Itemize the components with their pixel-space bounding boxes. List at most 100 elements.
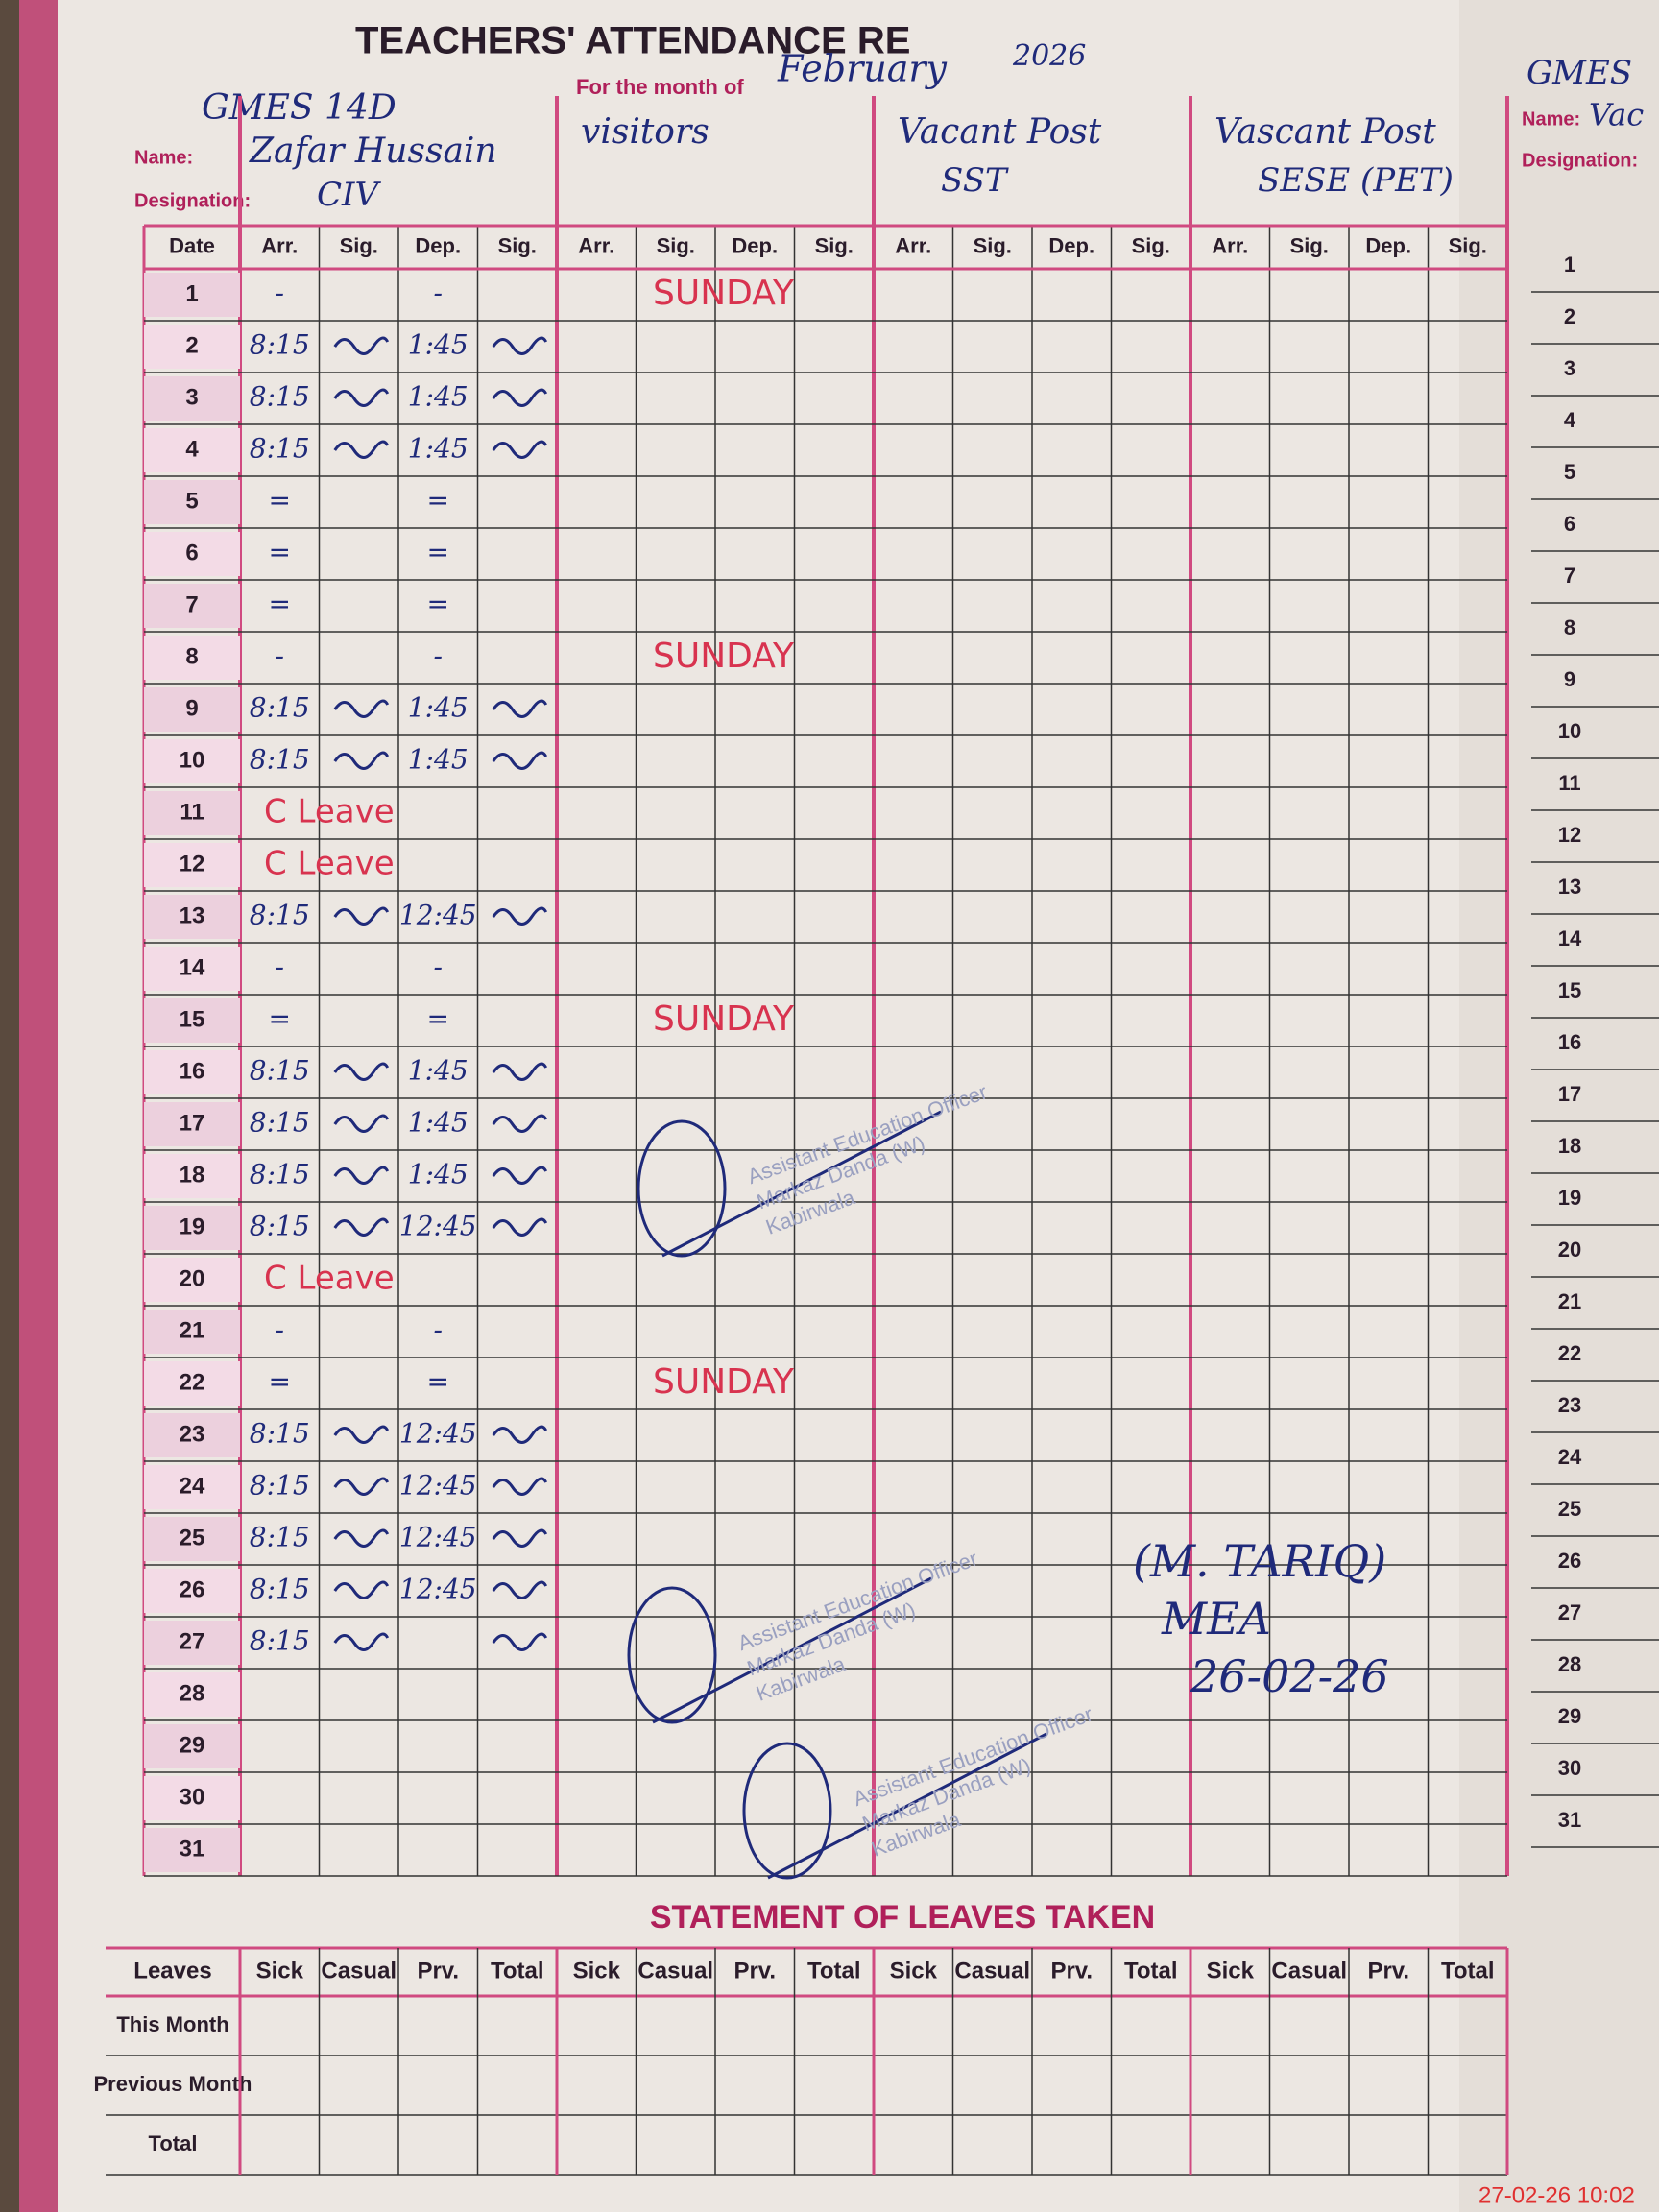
designation: CIV bbox=[317, 176, 381, 214]
teacher-name: Vacant Post bbox=[898, 112, 1102, 152]
date: 22 bbox=[180, 1369, 205, 1395]
column-header: Sig. bbox=[1449, 233, 1487, 257]
right-date: 25 bbox=[1558, 1497, 1581, 1521]
right-date: 26 bbox=[1558, 1549, 1581, 1573]
date-cell bbox=[144, 947, 240, 991]
departure: 12:45 bbox=[399, 1211, 477, 1242]
signature-initials bbox=[492, 699, 548, 718]
right-date: 6 bbox=[1564, 512, 1575, 536]
right-date: 16 bbox=[1558, 1030, 1581, 1054]
departure: = bbox=[427, 537, 449, 568]
signature-initials bbox=[492, 440, 548, 459]
date-cell bbox=[144, 1413, 240, 1457]
date-cell bbox=[144, 1206, 240, 1250]
right-date: 8 bbox=[1564, 615, 1575, 639]
leave-note: C Leave bbox=[264, 793, 395, 831]
right-date: 22 bbox=[1558, 1341, 1581, 1365]
right-designation-label: Designation: bbox=[1522, 150, 1638, 171]
date: 17 bbox=[180, 1110, 205, 1136]
right-date: 17 bbox=[1558, 1082, 1581, 1106]
signature-initials bbox=[333, 336, 390, 355]
statement-column: Sick bbox=[1207, 1958, 1255, 1984]
date-cell bbox=[144, 1102, 240, 1146]
date: 30 bbox=[180, 1784, 205, 1810]
signature-initials bbox=[492, 336, 548, 355]
teacher-name: Vascant Post bbox=[1214, 112, 1436, 152]
right-name-label: Name: bbox=[1522, 108, 1580, 130]
date: 15 bbox=[180, 1006, 205, 1032]
paper bbox=[19, 0, 1594, 2212]
arrival: = bbox=[269, 537, 291, 568]
signature-initials bbox=[492, 1528, 548, 1548]
right-date: 19 bbox=[1558, 1186, 1581, 1210]
signature-initials bbox=[492, 906, 548, 926]
date: 3 bbox=[185, 384, 198, 410]
teacher-name: Zafar Hussain bbox=[249, 132, 497, 171]
date: 7 bbox=[185, 591, 198, 617]
date-cell bbox=[144, 1154, 240, 1198]
date: 24 bbox=[180, 1473, 205, 1499]
right-date: 23 bbox=[1558, 1393, 1581, 1417]
column-header: Arr. bbox=[895, 233, 931, 257]
date: 21 bbox=[180, 1317, 205, 1343]
signature-initials bbox=[333, 1528, 390, 1548]
signature-initials bbox=[333, 1580, 390, 1599]
sunday-note: SUNDAY bbox=[653, 637, 795, 676]
signature-line: 26-02-26 bbox=[1190, 1650, 1389, 1702]
signature-initials bbox=[492, 751, 548, 770]
date: 8 bbox=[185, 643, 198, 669]
signature-loop bbox=[627, 1586, 717, 1724]
right-date: 1 bbox=[1564, 252, 1575, 276]
signature-initials bbox=[333, 1632, 390, 1651]
column-header: Arr. bbox=[261, 233, 298, 257]
departure: 1:45 bbox=[408, 329, 469, 361]
signature-initials bbox=[333, 1477, 390, 1496]
departure: 12:45 bbox=[399, 1470, 477, 1502]
right-date: 24 bbox=[1558, 1445, 1582, 1469]
right-date: 31 bbox=[1558, 1808, 1581, 1832]
statement-column: Casual bbox=[1271, 1958, 1347, 1984]
statement-column: Prv. bbox=[417, 1958, 459, 1984]
date: 31 bbox=[180, 1836, 205, 1862]
arrival: 8:15 bbox=[250, 744, 310, 776]
arrival: - bbox=[276, 640, 284, 672]
signature-initials bbox=[333, 1166, 390, 1185]
signature-initials bbox=[333, 1217, 390, 1237]
date-cell bbox=[144, 273, 240, 317]
date-cell bbox=[144, 636, 240, 680]
year: 2026 bbox=[1012, 39, 1086, 73]
date-cell bbox=[144, 325, 240, 369]
date: 23 bbox=[180, 1421, 205, 1447]
leave-note: C Leave bbox=[264, 1260, 395, 1298]
column-header: Sig. bbox=[1290, 233, 1329, 257]
sunday-note: SUNDAY bbox=[653, 1362, 795, 1402]
signature-initials bbox=[492, 1114, 548, 1133]
right-name: Vac bbox=[1589, 97, 1644, 133]
date-cell bbox=[144, 843, 240, 887]
signature-initials bbox=[333, 751, 390, 770]
signature-initials bbox=[333, 1425, 390, 1444]
statement-column: Sick bbox=[256, 1958, 304, 1984]
right-page bbox=[1459, 0, 1659, 2212]
date-cell bbox=[144, 1724, 240, 1768]
departure: 1:45 bbox=[408, 692, 469, 724]
signature-initials bbox=[492, 1580, 548, 1599]
date-cell bbox=[144, 376, 240, 421]
signature-initials bbox=[492, 1166, 548, 1185]
date: 5 bbox=[185, 488, 198, 514]
date: 10 bbox=[180, 747, 205, 773]
signature-stroke bbox=[767, 1732, 1047, 1880]
date: 26 bbox=[180, 1576, 205, 1602]
departure: = bbox=[427, 485, 449, 517]
sunday-note: SUNDAY bbox=[653, 274, 795, 313]
signature-initials bbox=[492, 1062, 548, 1081]
right-date: 12 bbox=[1558, 823, 1581, 847]
column-header: Sig. bbox=[340, 233, 378, 257]
statement-column: Casual bbox=[637, 1958, 713, 1984]
date-cell bbox=[144, 532, 240, 576]
signature-stroke bbox=[661, 1110, 942, 1258]
right-date: 27 bbox=[1558, 1600, 1581, 1624]
column-header: Date bbox=[169, 233, 215, 257]
statement-column: Sick bbox=[573, 1958, 621, 1984]
